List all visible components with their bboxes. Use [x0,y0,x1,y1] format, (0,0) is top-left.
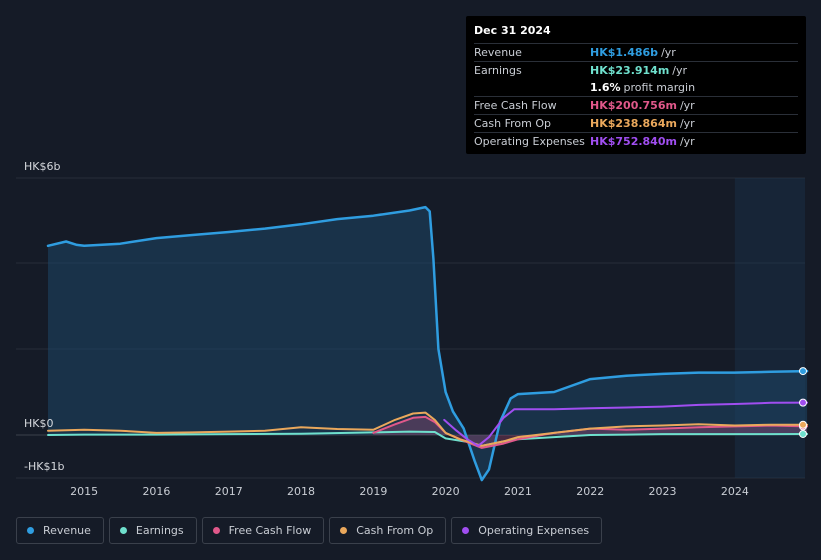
free-cash-flow-area [373,416,808,448]
legend-label: Operating Expenses [478,524,590,537]
tooltip-row-unit: profit margin [623,81,696,94]
series-end-markers [799,367,807,438]
tooltip-row-label: Revenue [474,46,522,59]
legend-dot-icon [27,527,34,534]
earnings-end-marker [799,429,807,438]
tooltip-row: Revenue HK$1.486b/yr [474,43,798,61]
tooltip-row-unit: /yr [672,64,688,77]
chart-legend: Revenue Earnings Free Cash Flow Cash From O… [16,517,607,546]
tooltip-row-value: 1.6% [590,81,621,94]
y-tick-label: HK$0 [24,417,53,430]
tooltip-row-value: HK$200.756m [590,99,677,112]
tooltip-row-label: Free Cash Flow [474,99,557,112]
x-tick-label: 2019 [359,485,387,498]
operating-expenses-end-marker [799,398,807,407]
tooltip-panel: Dec 31 2024 Revenue HK$1.486b/yr Earnings H… [466,16,806,154]
x-tick-label: 2020 [432,485,460,498]
x-tick-label: 2018 [287,485,315,498]
legend-item-operating-expenses[interactable]: Operating Expenses [451,517,603,544]
tooltip-row-value: HK$752.840m [590,135,677,148]
tooltip-row: Earnings HK$23.914m/yr [474,61,798,79]
revenue-end-marker [799,367,807,376]
series-areas [48,207,808,481]
legend-dot-icon [462,527,470,534]
legend-item-cash-from-op[interactable]: Cash From Op [329,517,447,544]
legend-item-earnings[interactable]: Earnings [108,517,197,544]
tooltip-row-label: Cash From Op [474,117,552,130]
tooltip-row: 1.6% profit margin [474,79,798,96]
tooltip-row: Cash From Op HK$238.864m/yr [474,114,798,132]
cash-from-op-end-marker [799,420,807,429]
legend-item-free-cash-flow[interactable]: Free Cash Flow [201,517,325,544]
legend-dot-icon [119,527,127,534]
x-tick-labels: 2015 2016 2017 2018 2019 2020 2021 2022 2023 2024 [70,485,749,498]
revenue-line [46,205,809,482]
legend-label: Earnings [135,524,184,537]
x-tick-label: 2017 [215,485,243,498]
revenue-area [48,207,808,481]
legend-label: Revenue [43,524,91,537]
legend-label: Free Cash Flow [228,524,312,537]
x-tick-label: 2016 [142,485,170,498]
tooltip-row-label: Earnings [474,64,522,77]
x-tick-label: 2023 [649,485,677,498]
tooltip-date: Dec 31 2024 [474,24,551,37]
tooltip-row-label: Operating Expenses [474,135,585,148]
tooltip-row-value: HK$238.864m [590,117,677,130]
x-tick-label: 2021 [504,485,532,498]
legend-dot-icon [212,527,220,534]
y-tick-label: -HK$1b [24,460,64,473]
tooltip-row: Operating Expenses HK$752.840m/yr [474,132,798,150]
x-tick-label: 2015 [70,485,98,498]
tooltip-row-unit: /yr [679,99,695,112]
x-tick-label: 2024 [721,485,749,498]
y-tick-labels: HK$6b HK$0 -HK$1b [24,160,64,473]
tooltip-row-unit: /yr [661,46,676,59]
tooltip-row-unit: /yr [679,135,695,148]
tooltip-row: Free Cash Flow HK$200.756m/yr [474,96,798,114]
cash-from-op-line [47,411,809,447]
free-cash-flow-line [372,415,809,449]
x-tick-label: 2022 [576,485,604,498]
tooltip-row-value: HK$23.914m [590,64,670,77]
operating-expenses-line [443,401,809,447]
legend-item-revenue[interactable]: Revenue [16,517,104,544]
legend-label: Cash From Op [356,524,434,537]
y-tick-label: HK$6b [24,160,60,173]
tooltip-row-value: HK$1.486b [590,46,659,59]
tooltip-rows: Revenue HK$1.486b/yr Earnings HK$23.914m/yr… [474,43,798,150]
series-lines [46,205,809,482]
tooltip-row-unit: /yr [679,117,695,130]
legend-dot-icon [340,527,348,534]
